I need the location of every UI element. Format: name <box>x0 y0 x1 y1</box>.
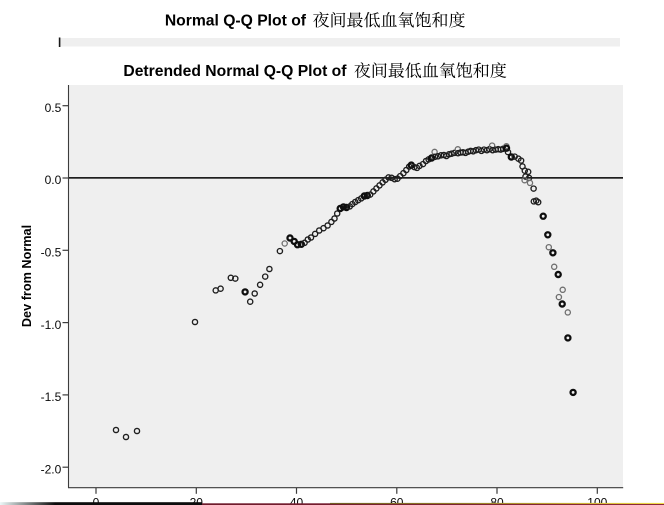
svg-text:0.0: 0.0 <box>45 173 62 187</box>
svg-text:20: 20 <box>190 495 204 505</box>
svg-text:40: 40 <box>290 495 304 505</box>
svg-text:80: 80 <box>490 495 504 505</box>
svg-text:0.5: 0.5 <box>45 101 62 115</box>
svg-text:-0.5: -0.5 <box>41 246 62 260</box>
svg-text:Normal Q-Q Plot of: Normal Q-Q Plot of <box>165 12 307 29</box>
svg-text:60: 60 <box>390 495 404 505</box>
svg-text:Detrended Normal Q-Q Plot of: Detrended Normal Q-Q Plot of <box>123 63 347 80</box>
svg-text:-1.5: -1.5 <box>41 390 62 404</box>
svg-text:100: 100 <box>587 495 607 505</box>
svg-text:Dev from Normal: Dev from Normal <box>20 225 34 327</box>
svg-text:-1.0: -1.0 <box>41 318 62 332</box>
svg-text:-2.0: -2.0 <box>41 462 62 476</box>
svg-text:0: 0 <box>93 495 100 505</box>
